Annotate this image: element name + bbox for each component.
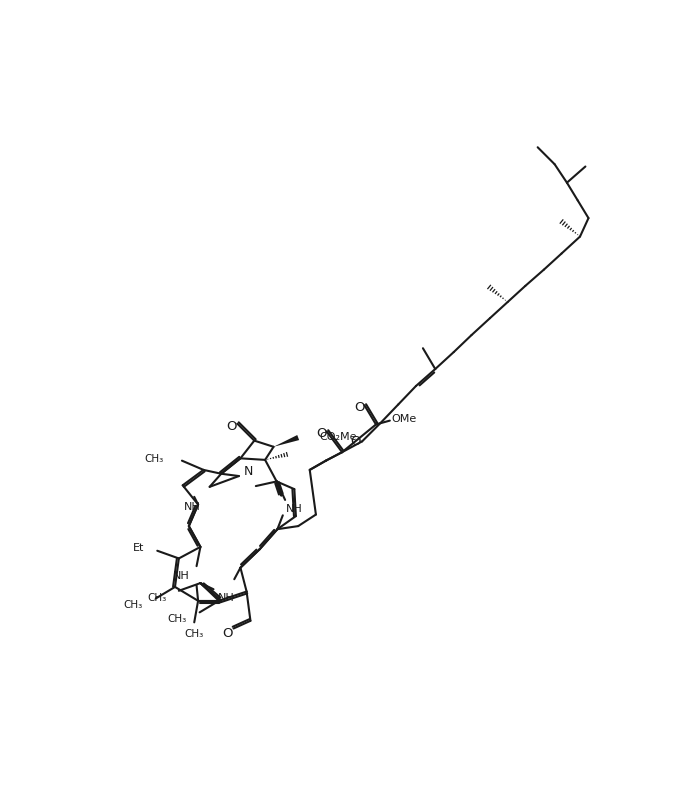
Text: NH: NH <box>173 571 190 581</box>
Text: O: O <box>351 435 361 448</box>
Text: NH: NH <box>286 504 302 513</box>
Text: O: O <box>222 626 233 639</box>
Text: Et: Et <box>133 543 144 552</box>
Text: CH₃: CH₃ <box>184 629 204 638</box>
Text: CO₂Me: CO₂Me <box>320 431 357 441</box>
Text: O: O <box>354 401 364 414</box>
Text: CH₃: CH₃ <box>147 592 167 603</box>
Text: NH: NH <box>184 501 201 512</box>
Text: OMe: OMe <box>391 414 416 424</box>
Text: CH₃: CH₃ <box>123 599 142 609</box>
Text: N: N <box>243 465 253 478</box>
Text: NH: NH <box>218 592 235 603</box>
Text: CH₃: CH₃ <box>144 453 163 463</box>
Polygon shape <box>273 436 299 447</box>
Text: O: O <box>316 427 327 440</box>
Text: O: O <box>226 420 237 433</box>
Text: CH₃: CH₃ <box>167 613 186 623</box>
